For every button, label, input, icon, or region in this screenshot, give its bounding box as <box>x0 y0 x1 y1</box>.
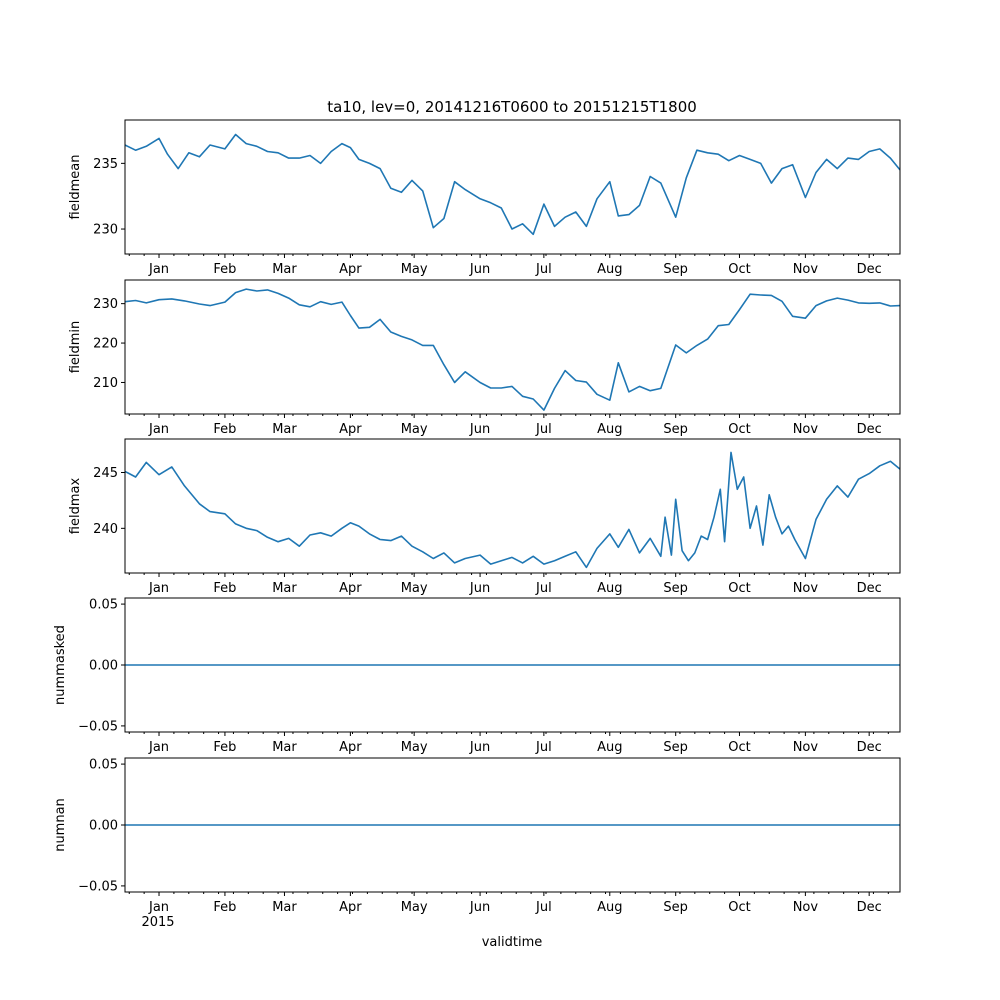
x-tick-label: Oct <box>728 740 750 755</box>
x-tick-label: Jan <box>148 740 169 755</box>
panel-numnan: Jan Feb Mar Apr May Jun Jul Aug Sep Oct Nov Dec −0.0… <box>53 757 901 915</box>
x-tick-label: Sep <box>663 581 688 596</box>
x-tick-label: Mar <box>272 262 297 277</box>
year-label: 2015 <box>141 915 174 930</box>
x-tick-label: Sep <box>663 740 688 755</box>
x-tick-label: Jul <box>535 262 552 277</box>
panel-fieldmax: Jan Feb Mar Apr May Jun Jul Aug Sep Oct Nov Dec 240 2… <box>68 438 901 596</box>
x-tick-label: Apr <box>339 740 362 755</box>
x-tick-label: May <box>401 900 428 915</box>
y-axis-label: fieldmax <box>68 478 83 535</box>
x-tick-label: Aug <box>597 262 622 277</box>
panel-fieldmean: Jan Feb Mar Apr May Jun Jul Aug Sep Oct Nov Dec 230 2… <box>68 119 901 277</box>
x-tick-label: Mar <box>272 581 297 596</box>
x-tick-label: Nov <box>793 422 819 437</box>
y-axis-label: fieldmin <box>68 321 83 374</box>
y-tick-label: 230 <box>93 223 118 238</box>
x-tick-label: Feb <box>213 740 236 755</box>
y-tick-label: 0.05 <box>89 758 118 773</box>
x-tick-label: Jun <box>469 900 490 915</box>
x-tick-label: Mar <box>272 422 297 437</box>
x-tick-label: Feb <box>213 900 236 915</box>
plot-frame <box>124 757 901 893</box>
y-tick-label: 210 <box>93 376 118 391</box>
x-tick-label: Apr <box>339 900 362 915</box>
x-tick-label: Jul <box>535 740 552 755</box>
x-tick-label: Nov <box>793 262 819 277</box>
x-tick-label: Dec <box>857 581 882 596</box>
panel-fieldmin: Jan Feb Mar Apr May Jun Jul Aug Sep Oct Nov Dec 210 2… <box>68 279 901 437</box>
plot-frame <box>124 597 901 733</box>
x-tick-label: Jul <box>535 900 552 915</box>
series-line-fieldmin <box>124 288 901 411</box>
x-tick-label: Nov <box>793 740 819 755</box>
x-tick-label: Jul <box>535 581 552 596</box>
plot-frame <box>124 438 901 574</box>
y-tick-label: 0.05 <box>89 598 118 613</box>
y-tick-label: 240 <box>93 522 118 537</box>
x-tick-label: Dec <box>857 422 882 437</box>
x-tick-label: Mar <box>272 740 297 755</box>
y-tick-label: 0.00 <box>89 659 118 674</box>
x-tick-label: May <box>401 262 428 277</box>
series-line-fieldmean <box>124 133 901 236</box>
x-tick-label: May <box>401 581 428 596</box>
panel-nummasked: Jan Feb Mar Apr May Jun Jul Aug Sep Oct Nov Dec −0.0… <box>53 597 901 755</box>
y-tick-label: 220 <box>93 337 118 352</box>
x-axis-label: validtime <box>482 935 543 950</box>
x-tick-label: Nov <box>793 900 819 915</box>
y-axis-label: fieldmean <box>68 155 83 220</box>
x-tick-label: Jun <box>469 422 490 437</box>
x-tick-label: Jan <box>148 262 169 277</box>
x-tick-label: Sep <box>663 262 688 277</box>
x-tick-label: Nov <box>793 581 819 596</box>
x-tick-label: May <box>401 422 428 437</box>
x-tick-label: Aug <box>597 422 622 437</box>
x-tick-label: Jun <box>469 740 490 755</box>
y-tick-label: −0.05 <box>78 719 118 734</box>
x-tick-label: Oct <box>728 262 750 277</box>
x-tick-label: Oct <box>728 900 750 915</box>
x-tick-label: Oct <box>728 422 750 437</box>
x-tick-label: Aug <box>597 740 622 755</box>
x-tick-label: Feb <box>213 422 236 437</box>
y-tick-label: 235 <box>93 157 118 172</box>
x-tick-label: Dec <box>857 740 882 755</box>
x-tick-label: Jun <box>469 262 490 277</box>
x-tick-label: Jan <box>148 900 169 915</box>
x-tick-label: Jun <box>469 581 490 596</box>
x-tick-label: Feb <box>213 581 236 596</box>
x-tick-label: Apr <box>339 581 362 596</box>
y-tick-label: 230 <box>93 297 118 312</box>
plot-frame <box>124 119 901 255</box>
chart-title: ta10, lev=0, 20141216T0600 to 20151215T1… <box>327 98 697 116</box>
panels: Jan Feb Mar Apr May Jun Jul Aug Sep Oct Nov Dec 230 2… <box>53 119 901 915</box>
x-tick-label: Jan <box>148 581 169 596</box>
x-tick-label: Aug <box>597 900 622 915</box>
x-tick-label: Mar <box>272 900 297 915</box>
x-tick-label: Dec <box>857 900 882 915</box>
x-tick-label: Feb <box>213 262 236 277</box>
x-tick-label: Oct <box>728 581 750 596</box>
x-tick-label: Apr <box>339 422 362 437</box>
y-tick-label: 0.00 <box>89 819 118 834</box>
y-tick-label: 245 <box>93 466 118 481</box>
x-tick-label: Sep <box>663 422 688 437</box>
x-tick-label: Jul <box>535 422 552 437</box>
y-tick-label: −0.05 <box>78 879 118 894</box>
x-tick-label: Aug <box>597 581 622 596</box>
y-axis-label: numnan <box>53 798 68 852</box>
plot-frame <box>124 279 901 415</box>
y-axis-label: nummasked <box>53 625 68 705</box>
x-tick-label: May <box>401 740 428 755</box>
x-tick-label: Dec <box>857 262 882 277</box>
series-line-fieldmax <box>124 451 901 569</box>
x-tick-label: Apr <box>339 262 362 277</box>
x-tick-label: Jan <box>148 422 169 437</box>
x-tick-label: Sep <box>663 900 688 915</box>
